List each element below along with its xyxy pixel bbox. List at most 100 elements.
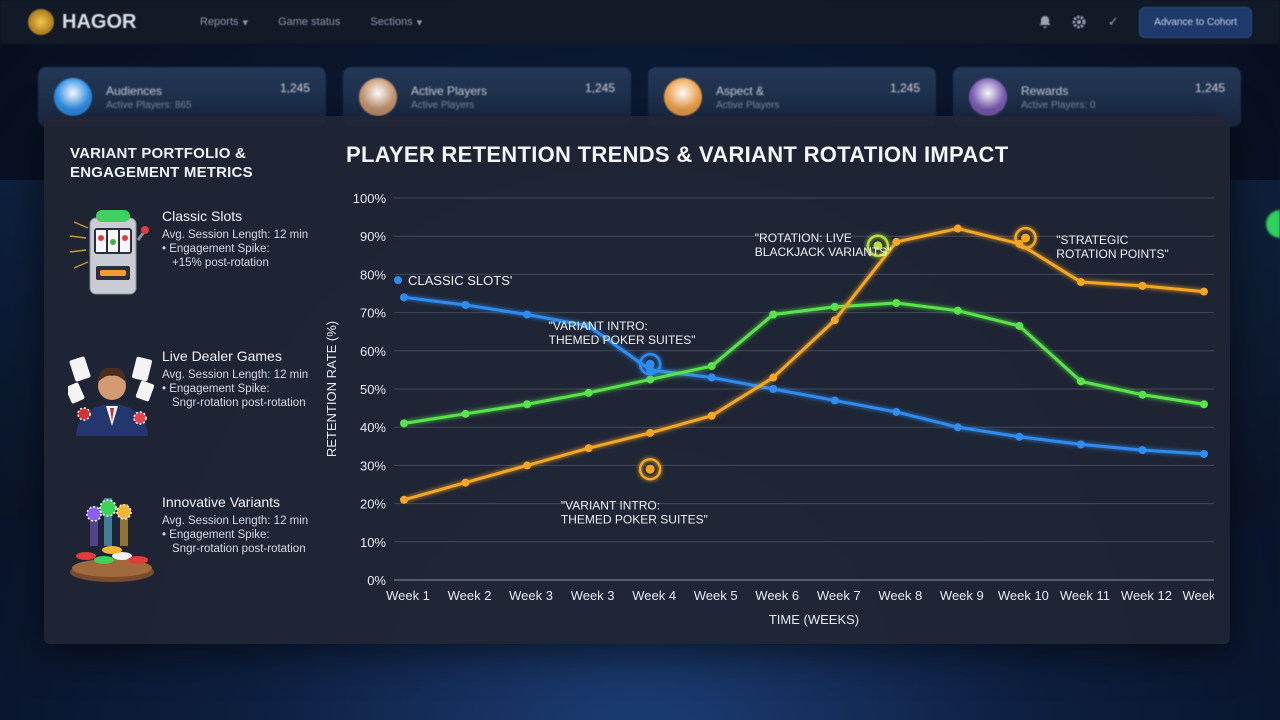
x-tick-label: Week 1 <box>386 588 430 603</box>
data-point <box>461 409 470 418</box>
rotation-marker <box>1014 226 1037 250</box>
chart-annotation: "VARIANT INTRO: THEMED POKER SUITES" <box>561 498 708 526</box>
chart-legend: CLASSIC SLOTS' <box>394 273 512 288</box>
kpi-card-subtitle: Active Players: 0 <box>1021 99 1096 111</box>
kpi-card-subtitle: Active Players <box>411 99 475 111</box>
variant-spike-label: • Engagement Spike: <box>162 529 270 541</box>
advance-button[interactable]: Advance to Cohort <box>1139 6 1252 38</box>
y-tick-label: 40% <box>360 420 386 435</box>
data-point <box>400 293 408 302</box>
chart-markers <box>638 226 1037 481</box>
x-tick-label: Week 3 <box>509 588 553 603</box>
x-tick-label: Week 12 <box>1182 588 1214 603</box>
rotation-marker-core <box>1021 233 1031 243</box>
main-nav: Reports ▾ Game status Sections ▾ <box>200 16 422 29</box>
kpi-card-value: 1,245 <box>889 81 920 95</box>
kpi-card-title: Audiences <box>106 83 163 98</box>
retention-panel: VARIANT PORTFOLIO & ENGAGEMENT METRICS C… <box>44 116 1230 644</box>
variant-spike-value: +15% post-rotation <box>172 257 269 269</box>
chevron-down-icon: ▾ <box>242 16 249 29</box>
kpi-card-value: 1,245 <box>1194 81 1225 95</box>
data-point <box>707 362 716 371</box>
rotation-marker <box>866 234 890 257</box>
y-tick-label: 30% <box>360 458 386 473</box>
gear-icon[interactable] <box>1071 14 1087 30</box>
annotation-line: "STRATEGIC <box>1056 233 1128 247</box>
nav-item-sections[interactable]: Sections ▾ <box>370 16 422 29</box>
variant-name: Innovative Variants <box>162 494 281 510</box>
data-point <box>953 423 962 432</box>
y-axis-label: RETENTION RATE (%) <box>324 321 339 457</box>
annotation-line: "VARIANT INTRO: <box>561 498 660 512</box>
avatar-icon <box>359 78 397 116</box>
rotation-marker <box>638 457 662 481</box>
data-point <box>584 321 593 330</box>
rotation-marker-core <box>645 464 655 474</box>
data-point <box>707 373 716 382</box>
data-point <box>523 400 532 409</box>
data-point <box>830 316 839 325</box>
annotation-line: THEMED POKER SUITES" <box>549 333 696 347</box>
data-point <box>769 310 778 319</box>
dealer-icon <box>68 356 155 436</box>
data-point <box>1138 446 1147 455</box>
annotation-line: "VARIANT INTRO: <box>549 319 648 333</box>
data-point <box>1015 432 1024 441</box>
x-tick-label: Week 9 <box>940 588 984 603</box>
poker-chips-icon <box>70 498 154 582</box>
data-point <box>400 419 408 428</box>
chart-annotation: "STRATEGIC ROTATION POINTS" <box>1056 233 1168 261</box>
variant-session-length: Avg. Session Length: 12 min <box>162 515 309 527</box>
data-point <box>584 388 593 397</box>
data-point <box>1138 390 1147 399</box>
data-point <box>584 444 593 453</box>
chart-annotation: "VARIANT INTRO: THEMED POKER SUITES" <box>549 319 696 347</box>
annotation-line: BLACKJACK VARIANTS" <box>755 245 892 259</box>
data-point <box>953 224 962 233</box>
bell-icon[interactable] <box>1037 14 1053 30</box>
logo-text: HAGOR <box>62 10 137 33</box>
variant-spike-value: Sngr-rotation post-rotation <box>172 543 306 555</box>
kpi-card-title: Active Players <box>411 83 488 98</box>
variant-spike-value: Sngr-rotation post-rotation <box>172 397 306 409</box>
data-point <box>1076 278 1085 287</box>
data-point <box>892 299 901 308</box>
top-navigation-bar: HAGOR Reports ▾ Game status Sections ▾ ✓… <box>0 0 1280 44</box>
status-indicator-icon <box>1266 210 1280 238</box>
retention-line-chart: 0% 10% 20% 30% 40% 50% 60% 70% 80% 90% 100% Week 1… <box>324 191 1214 627</box>
app-logo[interactable]: HAGOR <box>28 9 188 35</box>
data-point <box>707 411 716 420</box>
data-point <box>1076 377 1085 386</box>
avatar-icon <box>664 78 702 116</box>
avatar-icon <box>969 78 1007 116</box>
variant-spike-label: • Engagement Spike: <box>162 243 270 255</box>
x-tick-label: Week 2 <box>448 588 492 603</box>
variant-card-innovative[interactable]: Innovative Variants Avg. Session Length:… <box>68 494 328 594</box>
x-tick-label: Week 4 <box>632 588 676 603</box>
rotation-marker-core <box>873 241 883 251</box>
x-tick-label: Week 6 <box>755 588 799 603</box>
data-point <box>892 237 901 246</box>
y-tick-label: 100% <box>353 191 387 206</box>
check-icon[interactable]: ✓ <box>1107 14 1119 29</box>
variant-session-length: Avg. Session Length: 12 min <box>162 369 309 381</box>
avatar-icon <box>54 78 92 116</box>
chart-annotations: "VARIANT INTRO: THEMED POKER SUITES""VARI… <box>549 231 1169 526</box>
data-point <box>769 373 778 382</box>
x-tick-label: Week 10 <box>998 588 1049 603</box>
data-point <box>892 407 901 416</box>
data-point <box>830 302 839 311</box>
top-actions: ✓ Advance to Cohort <box>1037 6 1252 38</box>
data-point <box>830 396 839 405</box>
annotation-line: "ROTATION: LIVE <box>755 231 852 245</box>
variant-session-length: Avg. Session Length: 12 min <box>162 229 309 241</box>
nav-item-reports[interactable]: Reports ▾ <box>200 16 248 29</box>
variant-card-live-dealer[interactable]: Live Dealer Games Avg. Session Length: 1… <box>68 348 328 448</box>
kpi-card-value: 1,245 <box>279 81 310 95</box>
variant-card-classic-slots[interactable]: Classic Slots Avg. Session Length: 12 mi… <box>68 208 328 308</box>
y-tick-label: 0% <box>367 573 386 588</box>
nav-label: Reports <box>200 16 239 28</box>
nav-item-game-status[interactable]: Game status <box>278 16 340 29</box>
data-point <box>1200 287 1208 296</box>
kpi-card-subtitle: Active Players <box>716 99 780 111</box>
